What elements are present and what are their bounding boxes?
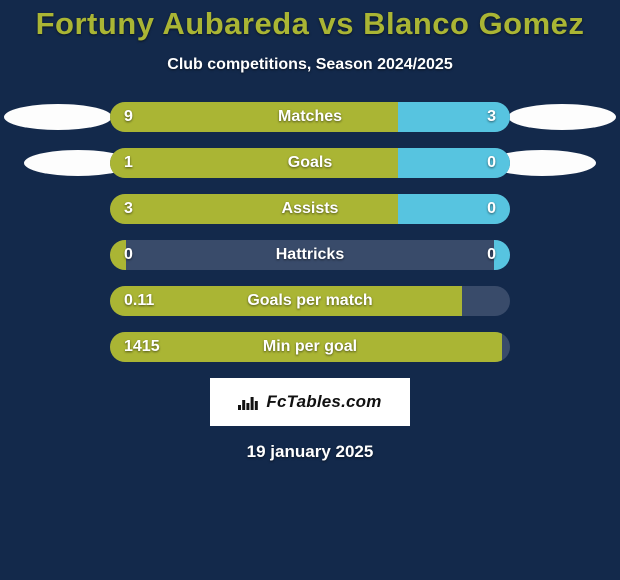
stat-bar-left bbox=[110, 332, 502, 362]
stat-value-right: 3 bbox=[487, 102, 496, 132]
stat-value-right: 0 bbox=[487, 194, 496, 224]
stat-bar-left bbox=[110, 286, 462, 316]
stat-rows: 93Matches10Goals30Assists00Hattricks0.11… bbox=[0, 102, 620, 362]
stat-value-left: 1415 bbox=[124, 332, 160, 362]
stat-row: 93Matches bbox=[0, 102, 620, 132]
stat-bar-track: 10Goals bbox=[110, 148, 510, 178]
stat-value-left: 3 bbox=[124, 194, 133, 224]
brand-text: FcTables.com bbox=[266, 392, 381, 412]
stat-value-left: 0.11 bbox=[124, 286, 154, 316]
page-subtitle: Club competitions, Season 2024/2025 bbox=[0, 56, 620, 74]
brand-bars-icon bbox=[238, 394, 260, 410]
stat-row: 0 0Hattricks bbox=[0, 240, 620, 270]
player-left-oval bbox=[4, 104, 112, 130]
stat-bar-left bbox=[110, 194, 398, 224]
stat-bar-track: 93Matches bbox=[110, 102, 510, 132]
stat-bar-left bbox=[110, 148, 398, 178]
stat-row: 10Goals bbox=[0, 148, 620, 178]
stat-bar-track: 1415Min per goal bbox=[110, 332, 510, 362]
stat-bar-track: 0.11Goals per match bbox=[110, 286, 510, 316]
stat-value-right: 0 bbox=[487, 148, 496, 178]
player-right-oval bbox=[508, 104, 616, 130]
stat-row: 0.11Goals per match bbox=[0, 286, 620, 316]
brand-box: FcTables.com bbox=[210, 378, 410, 426]
stat-value-left: 9 bbox=[124, 102, 133, 132]
stat-bar-right bbox=[494, 240, 510, 270]
stat-row: 1415Min per goal bbox=[0, 332, 620, 362]
stat-bar-track: 30Assists bbox=[110, 194, 510, 224]
stat-row: 30Assists bbox=[0, 194, 620, 224]
stat-bar-left bbox=[110, 102, 398, 132]
stat-value-left: 1 bbox=[124, 148, 133, 178]
stat-label: Hattricks bbox=[110, 240, 510, 270]
comparison-infographic: Fortuny Aubareda vs Blanco Gomez Club co… bbox=[0, 0, 620, 580]
stat-value-left: 0 bbox=[124, 240, 133, 270]
date-text: 19 january 2025 bbox=[0, 442, 620, 462]
stat-bar-track: 0 0Hattricks bbox=[110, 240, 510, 270]
page-title: Fortuny Aubareda vs Blanco Gomez bbox=[0, 6, 620, 42]
stat-value-right: 0 bbox=[487, 240, 496, 270]
